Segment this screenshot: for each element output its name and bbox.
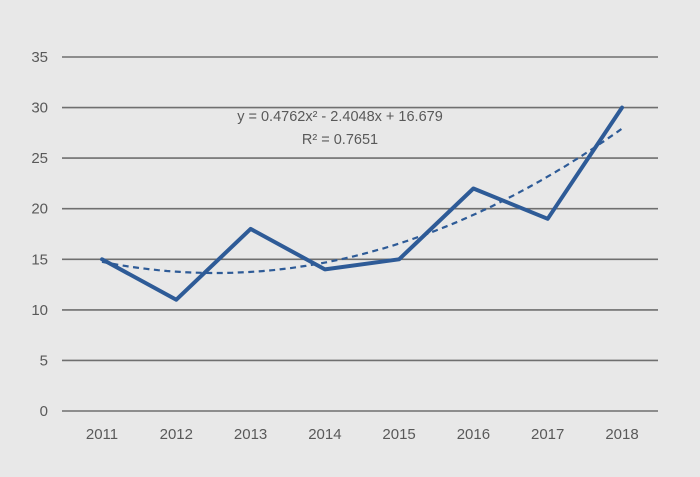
x-tick-label: 2016 (457, 426, 490, 443)
y-tick-label: 5 (40, 352, 48, 369)
y-tick-label: 0 (40, 403, 48, 420)
y-tick-label: 30 (31, 100, 48, 117)
data-series-line (100, 105, 624, 302)
x-tick-label: 2012 (160, 426, 193, 443)
x-tick-label: 2018 (605, 426, 638, 443)
trendline-equation: y = 0.4762x² - 2.4048x + 16.679 (237, 109, 443, 125)
x-tick-label: 2015 (382, 426, 415, 443)
trendline-curve (101, 127, 623, 275)
x-tick-label: 2011 (86, 426, 118, 443)
trendline-annotation: y = 0.4762x² - 2.4048x + 16.679 R² = 0.7… (140, 106, 540, 152)
y-tick-label: 35 (31, 49, 48, 66)
r-squared-value: R² = 0.7651 (301, 132, 379, 148)
y-tick-label: 15 (31, 251, 48, 268)
x-tick-label: 2017 (531, 426, 564, 443)
y-tick-label: 20 (31, 201, 48, 218)
y-tick-label: 25 (31, 150, 48, 167)
x-tick-label: 2013 (234, 426, 267, 443)
x-tick-label: 2014 (308, 426, 341, 443)
y-tick-label: 10 (31, 302, 48, 319)
